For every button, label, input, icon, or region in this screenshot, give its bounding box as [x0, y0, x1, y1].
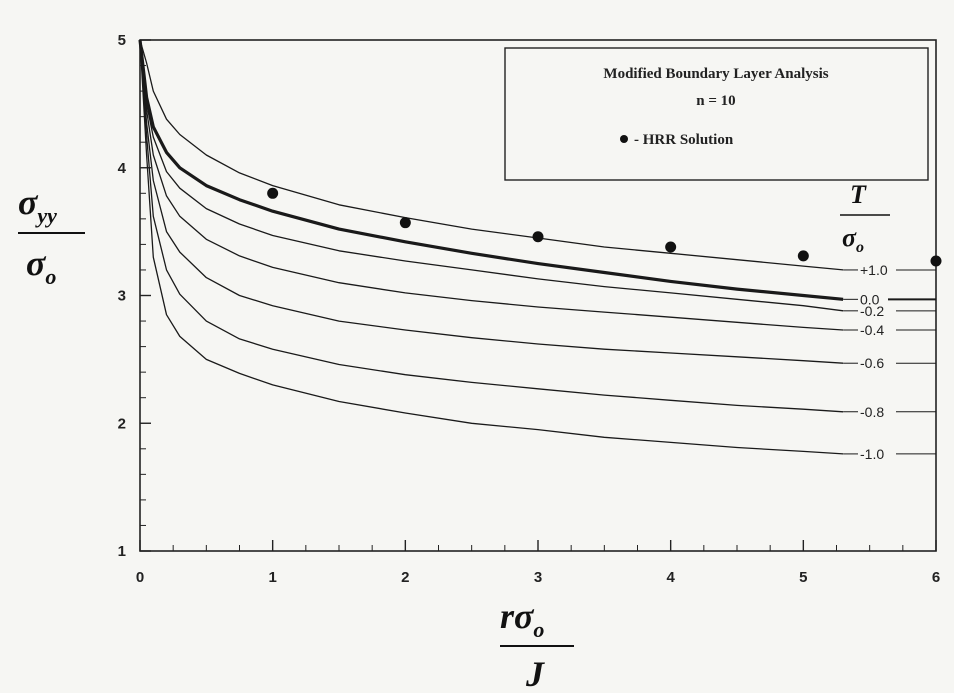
t-label-numerator: T: [850, 180, 867, 209]
points-layer: [267, 187, 942, 267]
y-tick-label: 2: [118, 415, 126, 432]
hrr-point: [665, 241, 677, 253]
x-tick-label: 4: [666, 569, 675, 586]
y-axis-label: σyy σo: [18, 182, 85, 289]
legend-marker: [620, 135, 628, 143]
x-tick-label: 3: [534, 569, 542, 586]
x-label-denominator: J: [525, 654, 545, 693]
legend: Modified Boundary Layer Analysis n = 10 …: [504, 47, 929, 181]
y-label-denominator: σo: [26, 243, 56, 289]
x-tick-label: 1: [268, 569, 276, 586]
series-label: -0.6: [860, 355, 884, 371]
legend-title: Modified Boundary Layer Analysis: [603, 66, 828, 82]
y-tick-label: 4: [118, 160, 127, 177]
x-tick-label: 0: [136, 569, 144, 586]
series-line: [139, 39, 844, 413]
x-tick-label: 2: [401, 569, 409, 586]
hrr-point: [930, 255, 942, 267]
series-label: -0.2: [860, 303, 884, 319]
x-tick-label: 6: [932, 569, 940, 586]
series-label: -0.4: [860, 322, 884, 338]
x-axis-label: rσo J: [500, 596, 574, 693]
t-sigma-label: T σo: [840, 180, 890, 256]
legend-subtitle: n = 10: [696, 93, 735, 109]
y-tick-label: 1: [118, 543, 126, 560]
curves-layer: [138, 39, 844, 455]
series-label: -0.8: [860, 404, 884, 420]
x-label-numerator: rσo: [500, 596, 544, 642]
series-line: [139, 39, 844, 312]
y-tick-label: 5: [118, 32, 126, 49]
series-label: -1.0: [860, 446, 884, 462]
legend-box: [504, 47, 929, 181]
series-line: [139, 39, 844, 331]
hrr-point: [797, 250, 809, 262]
series-line: [139, 39, 844, 364]
series-line: [138, 39, 844, 301]
hrr-point: [399, 217, 411, 229]
y-label-numerator: σyy: [18, 182, 57, 228]
series-line: [139, 39, 844, 271]
y-tick-label: 3: [118, 288, 126, 305]
hrr-point: [267, 187, 279, 199]
hrr-point: [532, 231, 544, 243]
legend-marker-label: - HRR Solution: [634, 132, 734, 148]
x-tick-label: 5: [799, 569, 807, 586]
labels-layer: +1.0 0.0-0.2 -0.4 -0.6 -0.8 -1.0: [843, 262, 936, 462]
t-label-denominator: σo: [842, 223, 864, 256]
series-line: [139, 39, 844, 455]
series-label: 0.0: [860, 291, 880, 307]
series-label: +1.0: [860, 262, 888, 278]
